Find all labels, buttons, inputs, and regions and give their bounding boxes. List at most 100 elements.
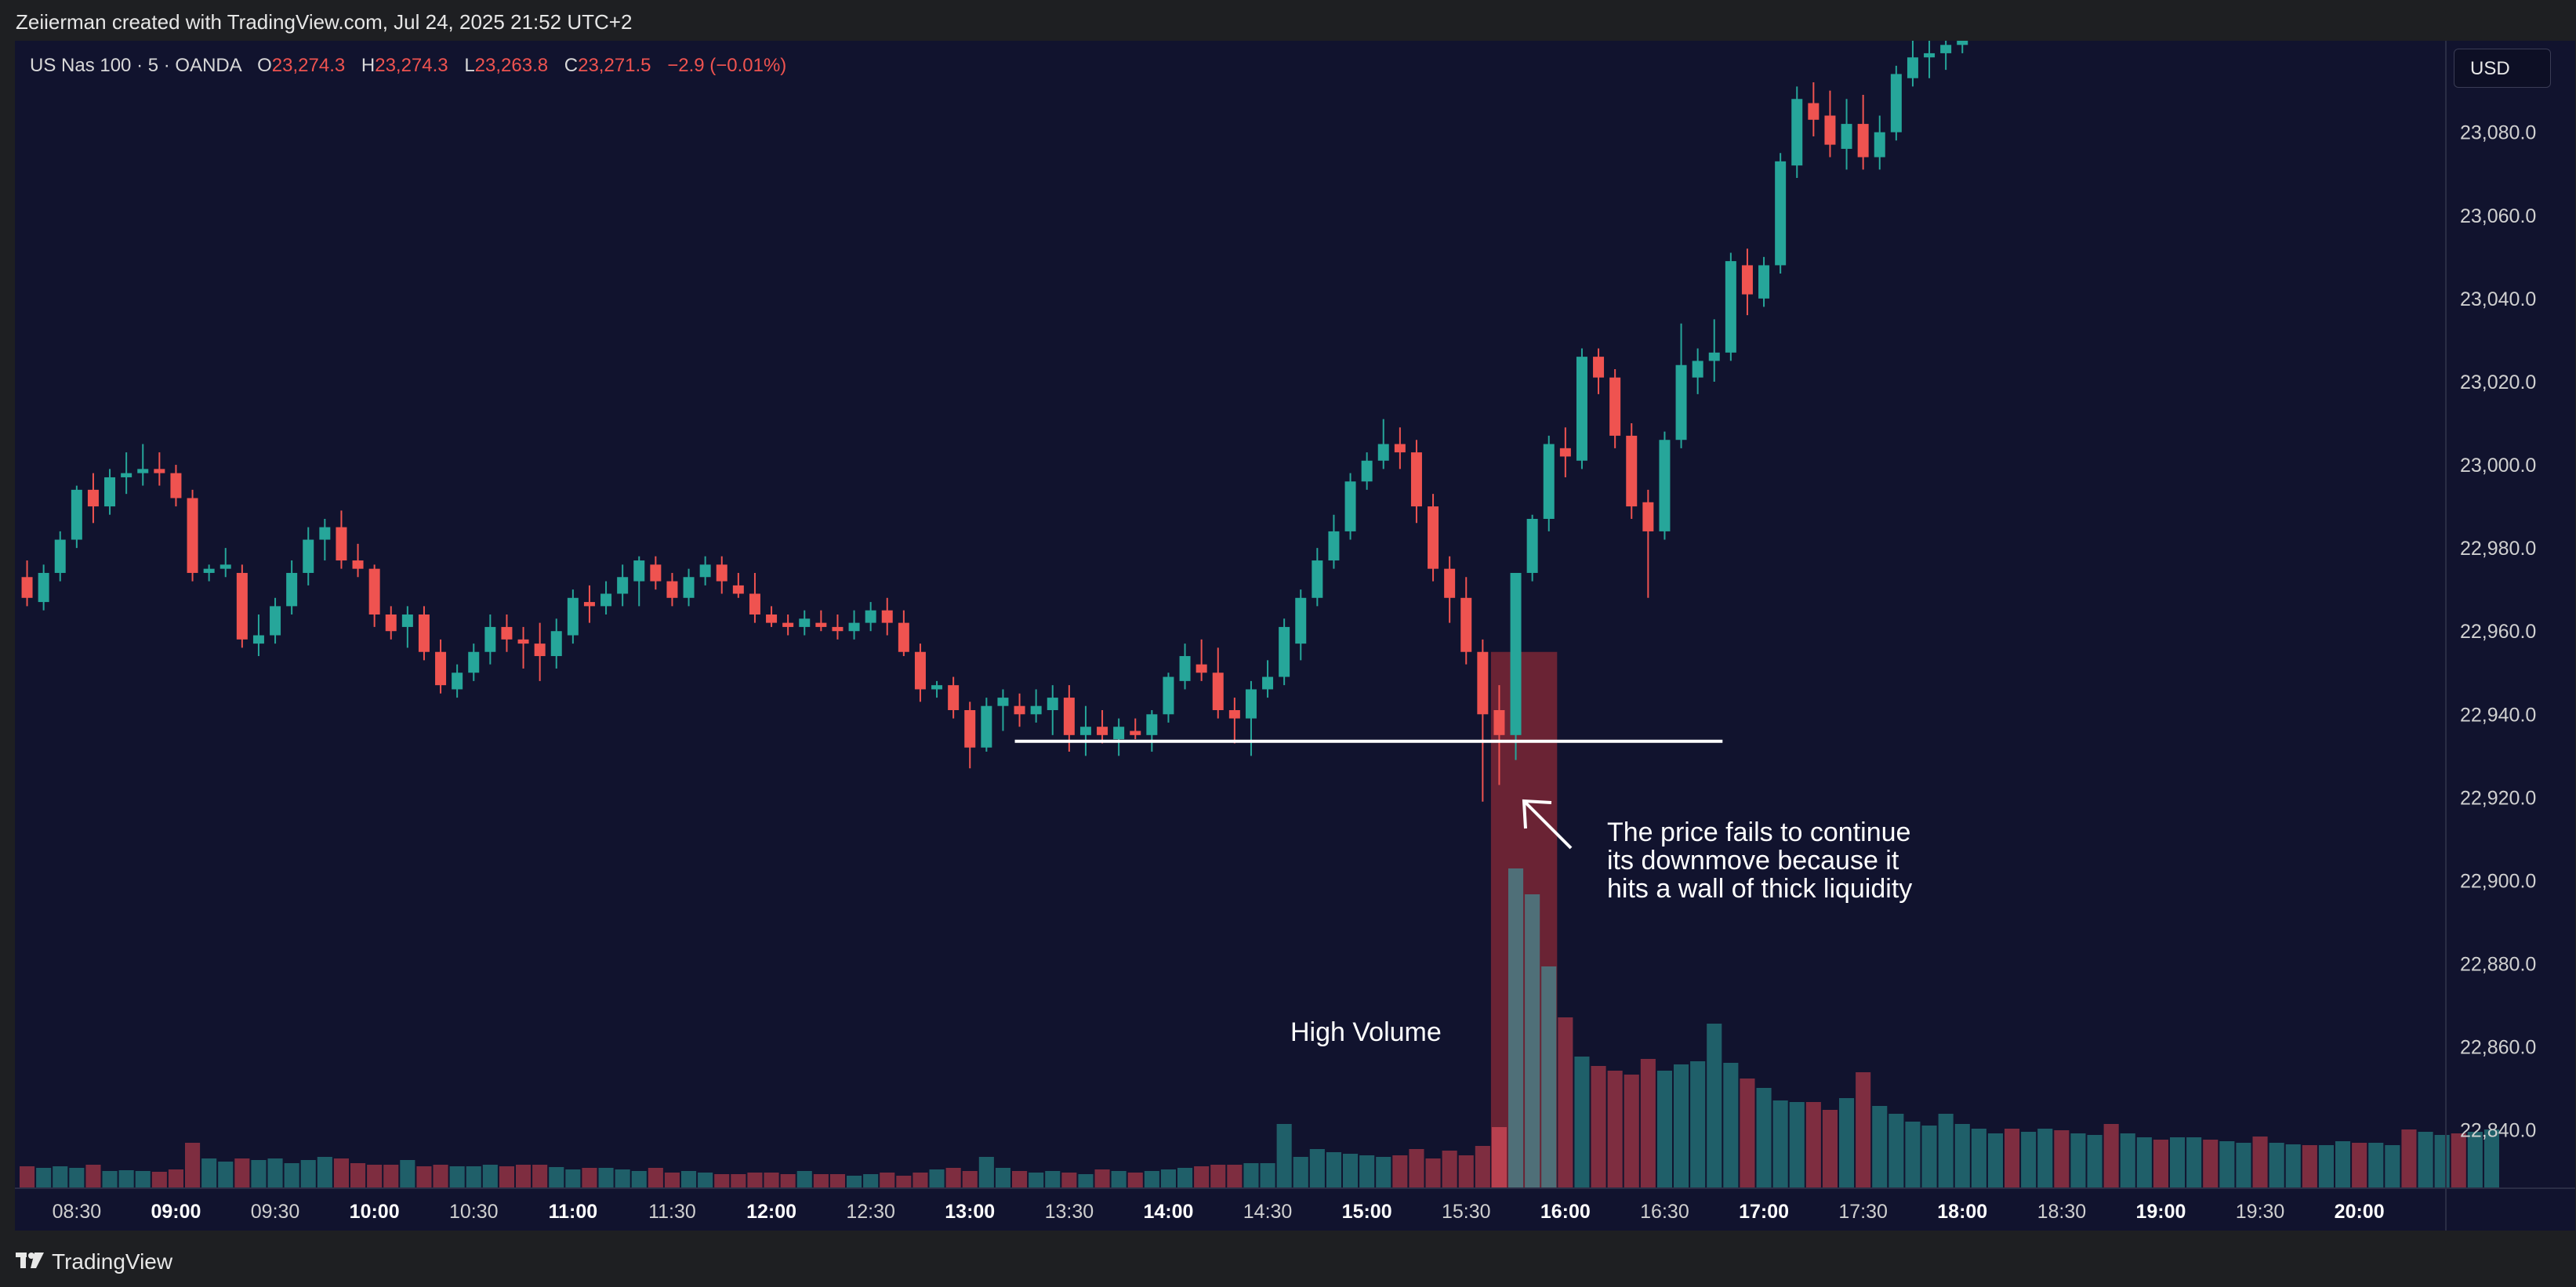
candle-body[interactable] [1857, 124, 1869, 158]
candle-body[interactable] [782, 622, 794, 627]
candle-body[interactable] [716, 564, 727, 582]
candle-body[interactable] [1576, 357, 1587, 461]
candle-body[interactable] [1907, 57, 1918, 78]
candle-body[interactable] [1890, 74, 1902, 132]
candle-body[interactable] [1179, 656, 1191, 681]
candle-body[interactable] [964, 710, 976, 748]
candle-body[interactable] [1047, 698, 1058, 710]
candle-body[interactable] [683, 577, 695, 598]
candle-body[interactable] [1477, 651, 1489, 715]
candle-body[interactable] [54, 539, 66, 573]
candle-body[interactable] [452, 673, 463, 690]
candle-body[interactable] [1279, 626, 1290, 677]
candle-body[interactable] [1510, 572, 1522, 735]
candle-body[interactable] [418, 614, 430, 652]
candle-body[interactable] [997, 698, 1009, 706]
candle-body[interactable] [1262, 676, 1274, 690]
candle-body[interactable] [1113, 727, 1125, 740]
candle-body[interactable] [666, 581, 678, 598]
candle-body[interactable] [1328, 531, 1340, 561]
candle-body[interactable] [1642, 502, 1654, 531]
candle-body[interactable] [1526, 519, 1538, 573]
candle-body[interactable] [1675, 364, 1687, 440]
time-axis[interactable]: 08:30 09:00 09:30 10:00 10:30 11:00 11:30 12:00… [53, 1201, 2385, 1223]
candle-body[interactable] [71, 489, 82, 540]
candle-body[interactable] [1708, 352, 1720, 361]
candle-body[interactable] [517, 639, 529, 644]
candle-body[interactable] [865, 610, 876, 623]
candle-body[interactable] [1460, 597, 1472, 652]
candle-body[interactable] [1692, 361, 1703, 378]
candle-body[interactable] [1130, 731, 1141, 735]
candle-body[interactable] [1377, 444, 1389, 461]
candle-body[interactable] [319, 527, 331, 540]
candle-body[interactable] [1410, 452, 1422, 507]
candle-body[interactable] [484, 626, 496, 652]
candle-body[interactable] [1344, 481, 1356, 531]
candle-body[interactable] [303, 539, 314, 573]
candle-body[interactable] [534, 644, 546, 657]
candle-body[interactable] [252, 635, 264, 644]
candle-body[interactable] [1146, 714, 1158, 735]
candle-body[interactable] [1626, 435, 1638, 507]
candle-body[interactable] [749, 593, 760, 614]
candle-body[interactable] [1808, 103, 1820, 120]
candle-body[interactable] [104, 477, 116, 507]
candle-body[interactable] [38, 572, 49, 603]
candle-body[interactable] [567, 597, 579, 636]
candle-body[interactable] [815, 622, 827, 627]
candle-body[interactable] [881, 610, 893, 623]
candle-body[interactable] [1228, 710, 1240, 719]
candle-body[interactable] [1725, 261, 1736, 353]
candle-body[interactable] [154, 469, 165, 473]
currency-button[interactable]: USD [2454, 49, 2551, 88]
candle-body[interactable] [1874, 132, 1885, 158]
candle-body[interactable] [1659, 440, 1671, 531]
candle-body[interactable] [1791, 99, 1803, 166]
candle-body[interactable] [848, 622, 860, 632]
price-chart[interactable]: The price fails to continue its downmove… [15, 41, 2575, 1231]
candle-body[interactable] [385, 614, 397, 632]
candle-body[interactable] [914, 651, 926, 690]
candle-body[interactable] [352, 560, 364, 569]
candle-body[interactable] [1957, 41, 1968, 45]
candle-body[interactable] [1841, 124, 1852, 149]
candle-body[interactable] [1609, 377, 1621, 436]
candle-body[interactable] [336, 527, 347, 561]
candle-body[interactable] [1493, 710, 1505, 735]
candle-body[interactable] [583, 602, 595, 607]
candle-body[interactable] [1428, 506, 1439, 569]
candle-body[interactable] [1593, 357, 1605, 378]
candle-body[interactable] [766, 614, 778, 623]
candle-body[interactable] [121, 473, 132, 477]
candle-body[interactable] [1824, 115, 1836, 145]
candle-body[interactable] [368, 568, 380, 614]
candle-body[interactable] [286, 572, 298, 607]
candle-body[interactable] [137, 469, 149, 473]
candle-body[interactable] [1030, 705, 1042, 715]
candle-body[interactable] [948, 685, 960, 710]
candle-body[interactable] [1775, 161, 1787, 266]
candle-body[interactable] [1212, 673, 1224, 710]
price-axis[interactable]: 23,080.0 23,060.0 23,040.0 23,020.0 23,000.0… [2460, 122, 2536, 1142]
candle-body[interactable] [1079, 727, 1091, 735]
candle-body[interactable] [1014, 705, 1025, 715]
candle-body[interactable] [203, 568, 215, 573]
candle-body[interactable] [236, 572, 248, 640]
candle-body[interactable] [799, 618, 811, 627]
candle-body[interactable] [435, 651, 447, 686]
candle-body[interactable] [401, 614, 413, 627]
chart-area[interactable]: The price fails to continue its downmove… [15, 41, 2575, 1231]
candle-body[interactable] [501, 626, 513, 640]
candle-body[interactable] [1097, 727, 1108, 735]
candle-body[interactable] [468, 651, 480, 673]
candle-body[interactable] [931, 685, 943, 690]
candle-body[interactable] [220, 564, 231, 569]
candle-body[interactable] [1940, 45, 1952, 53]
candle-body[interactable] [617, 577, 629, 594]
candle-body[interactable] [187, 498, 198, 573]
candle-body[interactable] [981, 705, 992, 748]
candle-body[interactable] [1312, 560, 1323, 598]
candle-body[interactable] [1741, 265, 1753, 295]
candle-body[interactable] [898, 622, 909, 652]
